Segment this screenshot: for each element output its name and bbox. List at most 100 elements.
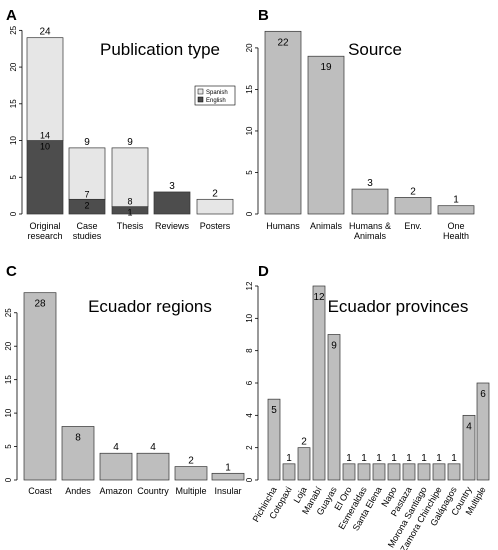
bar [417,463,431,481]
bar [402,463,416,481]
bar-english [26,140,64,215]
bar [342,463,356,481]
panel-letter: A [6,7,17,24]
y-tick-label: 25 [9,25,18,34]
category-label: Country [137,486,169,496]
bar-spanish [26,37,64,141]
data-label-total: 24 [39,27,51,38]
bar [174,466,208,481]
y-tick-label: 15 [9,99,18,108]
bar-spanish [68,147,106,200]
legend-swatch [197,88,204,95]
panel-letter: D [258,263,269,280]
y-tick-label: 25 [4,308,13,317]
bar-english [153,191,191,215]
data-label: 3 [367,178,373,189]
bar [211,472,245,481]
legend-box [194,85,236,106]
data-label: 28 [34,299,46,310]
bar [297,447,311,481]
bar [307,55,345,215]
data-label: 1 [361,453,367,464]
bar [264,30,302,215]
bar [312,285,326,481]
data-label: 1 [406,453,412,464]
category-label: Case studies [73,221,102,241]
data-label-total: 9 [84,137,90,148]
data-label: 22 [277,37,289,48]
data-label: 6 [480,389,486,400]
category-label: One Health [443,221,469,241]
y-tick-label: 2 [245,445,254,450]
bar [447,463,461,481]
data-label: 1 [451,453,457,464]
bar [327,334,341,481]
data-label: 1 [453,195,459,206]
category-label: Insular [214,486,241,496]
data-label: 2 [410,186,416,197]
data-label: 9 [331,341,337,352]
panel-c: C Ecuador regions 0 5 10 15 20 25 28 Coast 8 Andes 4… [4,263,245,496]
data-label-english: 10 [40,142,50,152]
y-tick-label: 20 [4,341,13,350]
y-tick-label: 6 [245,380,254,385]
bar [432,463,446,481]
y-tick-label: 8 [245,348,254,353]
y-tick-label: 10 [245,126,254,135]
y-tick-label: 5 [4,444,13,449]
bar [476,382,490,481]
y-tick-label: 0 [245,211,254,216]
y-tick-label: 20 [9,62,18,71]
category-label: Original research [27,221,62,241]
chart-title: Source [348,40,402,59]
bar [267,398,281,481]
data-label: 12 [313,292,325,303]
bar [394,197,432,215]
data-label-spanish: 8 [127,197,132,207]
data-label: 4 [150,442,156,453]
bar [437,205,475,215]
bar [372,463,386,481]
data-label: 1 [346,453,352,464]
data-label-english: 2 [84,200,89,210]
y-tick-label: 15 [4,375,13,384]
data-label: 5 [271,405,277,416]
category-label: Env. [404,221,421,231]
y-tick-label: 5 [9,174,18,179]
data-label: 8 [75,432,81,443]
data-label: 2 [188,456,194,467]
bar [61,426,95,481]
panel-letter: C [6,263,17,280]
bar [462,414,476,481]
legend-swatch [197,96,204,103]
data-label: 19 [320,62,332,73]
category-label: Animals [310,221,343,231]
category-label: Thesis [117,221,144,231]
bar [357,463,371,481]
category-label: Multiple [175,486,206,496]
data-label: 1 [421,453,427,464]
y-tick-label: 0 [4,477,13,482]
y-tick-label: 20 [245,43,254,52]
chart-title: Ecuador provinces [328,297,469,316]
y-tick-label: 15 [245,84,254,93]
category-label: Humans [266,221,300,231]
panel-letter: B [258,7,269,24]
category-label: Coast [28,486,52,496]
category-label: Humans & Animals [349,221,391,241]
category-label: Reviews [155,221,190,231]
data-label: 4 [113,442,119,453]
data-label-spanish: 7 [84,189,89,199]
chart-title: Publication type [100,40,220,59]
y-tick-label: 5 [245,170,254,175]
data-label-total: 2 [212,188,218,199]
data-label-spanish: 14 [40,131,50,141]
category-label: Andes [65,486,91,496]
data-label-total: 9 [127,137,133,148]
data-label-total: 3 [169,181,175,192]
y-tick-label: 0 [9,211,18,216]
legend-label: Spanish [206,90,228,96]
